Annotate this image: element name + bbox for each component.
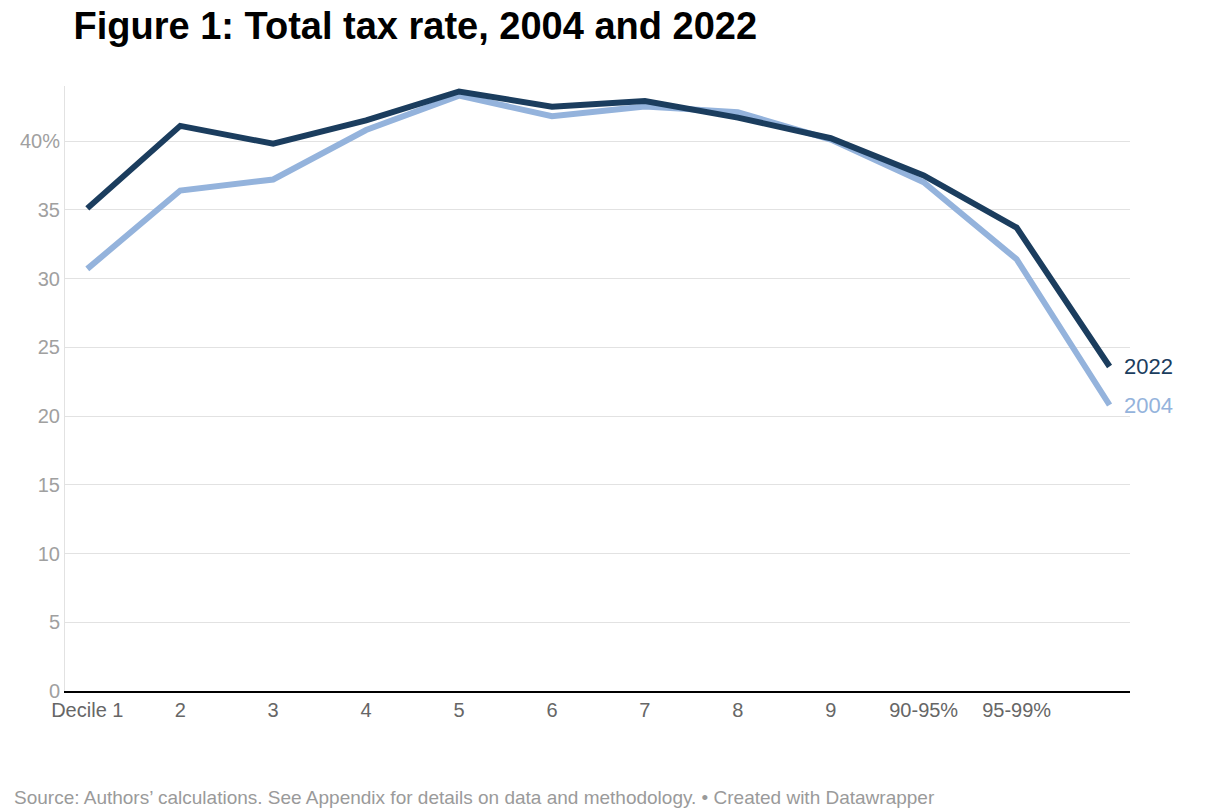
svg-text:2004: 2004 <box>1124 393 1173 418</box>
svg-text:35: 35 <box>38 199 60 221</box>
svg-text:10: 10 <box>38 543 60 565</box>
svg-text:7: 7 <box>639 699 650 721</box>
svg-text:40%: 40% <box>20 130 60 152</box>
svg-text:0: 0 <box>49 680 60 702</box>
svg-text:30: 30 <box>38 268 60 290</box>
svg-text:90-95%: 90-95% <box>889 699 958 721</box>
svg-text:25: 25 <box>38 336 60 358</box>
svg-text:95-99%: 95-99% <box>982 699 1051 721</box>
svg-text:Decile 1: Decile 1 <box>51 699 123 721</box>
svg-text:8: 8 <box>732 699 743 721</box>
svg-text:5: 5 <box>453 699 464 721</box>
svg-text:9: 9 <box>825 699 836 721</box>
svg-text:2022: 2022 <box>1124 354 1173 379</box>
svg-text:4: 4 <box>361 699 372 721</box>
svg-text:3: 3 <box>268 699 279 721</box>
svg-text:Figure 1: Total tax rate, 2004: Figure 1: Total tax rate, 2004 and 2022 <box>74 5 758 47</box>
svg-text:5: 5 <box>49 611 60 633</box>
svg-text:6: 6 <box>546 699 557 721</box>
svg-text:20: 20 <box>38 405 60 427</box>
svg-text:2: 2 <box>175 699 186 721</box>
svg-text:Source: Authors’ calculations.: Source: Authors’ calculations. See Appen… <box>14 787 935 808</box>
svg-text:15: 15 <box>38 474 60 496</box>
